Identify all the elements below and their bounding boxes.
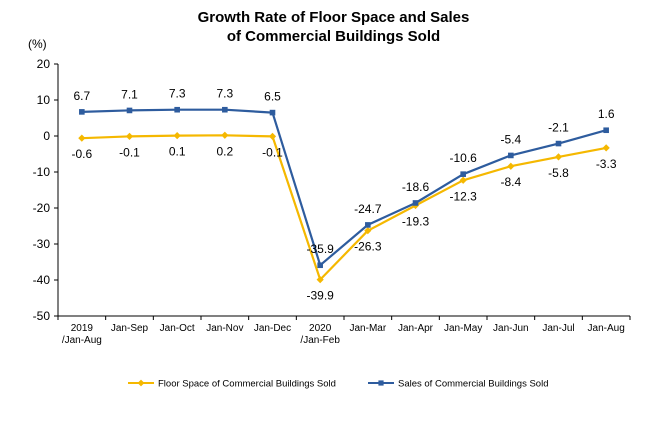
series-2-point xyxy=(365,222,371,228)
chart-title-line-2: of Commercial Buildings Sold xyxy=(226,28,441,45)
data-label: 6.7 xyxy=(73,89,90,103)
data-label: -8.4 xyxy=(500,175,521,189)
y-tick-label: -30 xyxy=(33,237,51,251)
series-1-point xyxy=(507,162,515,170)
legend-label-2: Sales of Commercial Buildings Sold xyxy=(398,379,548,390)
series-1-point xyxy=(602,144,610,152)
chart-title: Growth Rate of Floor Space and Sales of … xyxy=(0,8,667,46)
data-label: -18.6 xyxy=(402,180,430,194)
series-line-2 xyxy=(81,108,607,267)
data-labels: -0.6 -0.1 0.1 0.2 -0.1 -39.9 -26.3 -19.3 -12.3 -8… xyxy=(71,87,616,303)
data-label: -26.3 xyxy=(354,240,382,254)
y-tick-label: 10 xyxy=(37,93,51,107)
x-tick-label: 2019 xyxy=(71,323,94,334)
series-2-point xyxy=(79,109,85,115)
x-tick-label: Jan-May xyxy=(444,323,482,334)
series-2-point xyxy=(603,127,609,134)
series-1-point xyxy=(78,134,86,142)
series-1-point xyxy=(554,153,563,161)
data-label: -0.1 xyxy=(119,145,140,159)
data-label: -3.3 xyxy=(596,157,617,171)
y-tick-label: 0 xyxy=(43,129,50,143)
series-line-1 xyxy=(81,134,607,281)
y-tick-label: -50 xyxy=(33,309,51,323)
legend: Floor Space of Commercial Buildings Sold… xyxy=(128,379,548,390)
data-label: -12.3 xyxy=(449,189,477,203)
x-tick-label: Jan-Nov xyxy=(206,323,243,334)
data-label: 0.2 xyxy=(216,144,233,158)
legend-label-1: Floor Space of Commercial Buildings Sold xyxy=(158,379,336,390)
data-label: -5.4 xyxy=(500,132,521,146)
x-tick-label: Jan-Apr xyxy=(398,323,434,334)
x-tick-label: Jan-Jun xyxy=(493,323,529,334)
series-1-point xyxy=(173,132,181,140)
series-2-point xyxy=(317,262,323,269)
x-tick-label: /Jan-Aug xyxy=(62,335,102,346)
x-tick-label: /Jan-Feb xyxy=(300,335,340,346)
data-label: -0.6 xyxy=(71,147,92,161)
series-2-point xyxy=(555,140,562,147)
x-tick-label: Jan-Dec xyxy=(254,323,291,334)
x-tick-label: Jan-Oct xyxy=(160,323,195,334)
data-label: -35.9 xyxy=(306,242,334,256)
series-layer xyxy=(78,106,610,284)
data-label: -24.7 xyxy=(354,202,382,216)
chart-title-line-1: Growth Rate of Floor Space and Sales xyxy=(197,9,470,26)
series-1-point xyxy=(221,131,229,139)
x-tick-label: Jan-Sep xyxy=(111,323,149,334)
y-tick-label: -10 xyxy=(33,165,51,179)
series-2-point xyxy=(174,106,180,113)
series-2-point xyxy=(460,171,466,177)
data-label: 6.5 xyxy=(264,90,281,104)
axes: 20 10 0 -10 -20 -30 -40 -50 2019/Jan-Aug Jan-Sep J… xyxy=(33,57,631,346)
x-tick-label: Jan-Aug xyxy=(588,323,625,334)
data-label: -0.1 xyxy=(262,145,283,159)
data-label: 1.6 xyxy=(598,107,615,121)
y-tick-label: 20 xyxy=(37,57,51,71)
data-label: -2.1 xyxy=(548,121,569,135)
series-1-point xyxy=(316,276,324,284)
data-label: 7.3 xyxy=(169,87,186,101)
series-1-point xyxy=(364,227,372,235)
series-1-point xyxy=(268,132,277,140)
series-2-point xyxy=(412,200,419,206)
y-tick-label: -20 xyxy=(33,201,51,215)
series-2-point xyxy=(126,107,133,114)
data-label: 7.3 xyxy=(216,87,233,101)
data-label: -39.9 xyxy=(306,289,334,303)
x-tick-label: Jan-Mar xyxy=(349,323,386,334)
x-tick-label: Jan-Jul xyxy=(542,323,574,334)
series-1-point xyxy=(459,176,467,184)
series-2-point xyxy=(269,109,276,116)
legend-marker-1 xyxy=(137,379,145,387)
series-2-point xyxy=(508,152,514,159)
y-axis-unit: (%) xyxy=(28,37,47,51)
data-label: -5.8 xyxy=(548,166,569,180)
data-label: -19.3 xyxy=(402,214,430,228)
series-2-point xyxy=(222,106,228,113)
legend-marker-2 xyxy=(378,380,384,386)
x-tick-label: 2020 xyxy=(309,323,332,334)
y-tick-label: -40 xyxy=(33,273,51,287)
data-label: -10.6 xyxy=(449,151,477,165)
data-label: 7.1 xyxy=(121,87,138,101)
data-label: 0.1 xyxy=(169,145,186,159)
series-1-point xyxy=(125,132,134,140)
